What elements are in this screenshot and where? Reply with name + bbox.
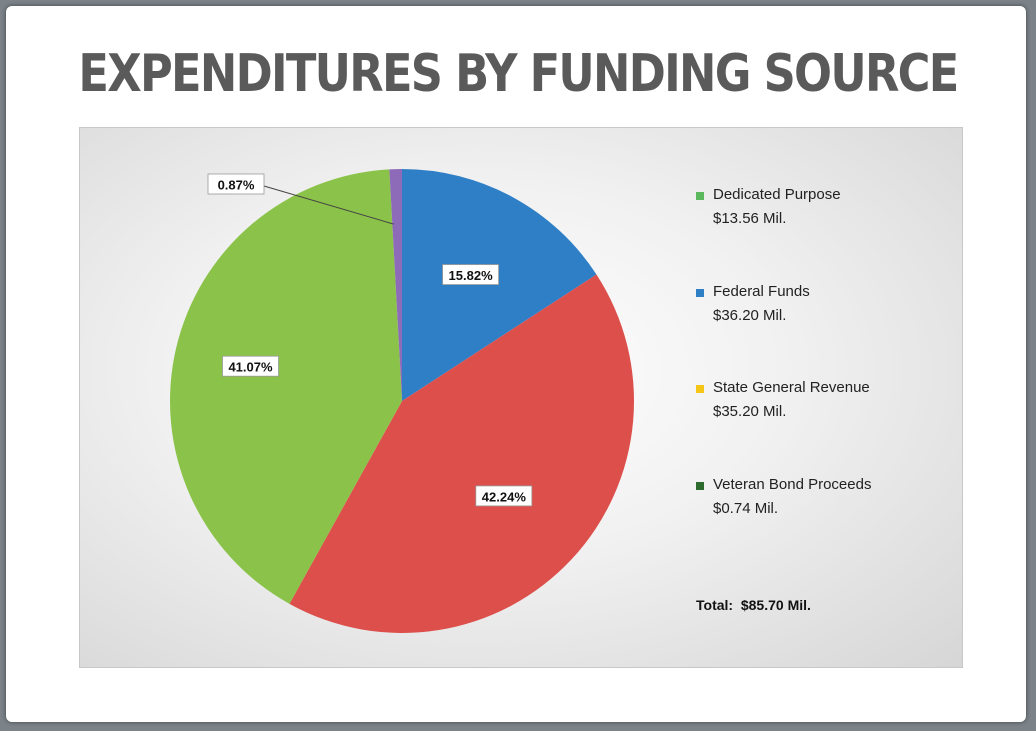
total-label: Total:: [696, 597, 734, 613]
legend-swatch: [696, 289, 704, 297]
data-label: 0.87%: [207, 173, 265, 195]
legend-swatch: [696, 482, 704, 490]
legend-label: Dedicated Purpose: [713, 186, 841, 203]
data-label-text: 0.87%: [218, 178, 255, 193]
chart-title: EXPENDITURES BY FUNDING SOURCE: [78, 44, 959, 104]
pie-slice-dedicated-purpose: [170, 169, 402, 604]
legend-label: Veteran Bond Proceeds: [713, 476, 872, 493]
data-label-box: [442, 264, 499, 285]
data-label-text: 42.24%: [482, 489, 527, 504]
chart-area: 15.82% 42.24% 41.07% 0.87% Dedicated Purpos…: [79, 127, 963, 668]
pie-slice-state-general-revenue: [289, 274, 634, 633]
data-label: 41.07%: [222, 355, 279, 377]
pie-slice-federal-funds: [402, 169, 597, 401]
total-line: Total: $85.70 Mil.: [696, 597, 811, 613]
legend-swatch: [696, 385, 704, 393]
legend-amount: $0.74 Mil.: [713, 500, 779, 517]
data-label-text: 15.82%: [449, 268, 494, 283]
legend-amount: $36.20 Mil.: [713, 307, 787, 324]
legend-label: Federal Funds: [713, 283, 810, 300]
data-label: 15.82%: [442, 264, 499, 285]
pie-chart: 15.82% 42.24% 41.07% 0.87%: [170, 169, 634, 633]
data-label-text: 41.07%: [228, 360, 273, 375]
data-label-box: [222, 355, 279, 377]
pie-slice-veteran-bond-proceeds: [389, 169, 402, 401]
data-label: 42.24%: [475, 485, 533, 507]
data-label-box: [475, 485, 533, 507]
legend-swatch: [696, 192, 704, 200]
data-label-box: [207, 173, 265, 195]
total-value: $85.70 Mil.: [740, 597, 811, 613]
legend-label: State General Revenue: [713, 379, 870, 396]
legend-amount: $35.20 Mil.: [713, 403, 787, 420]
leader-line: [263, 185, 394, 225]
legend-amount: $13.56 Mil.: [713, 210, 787, 227]
